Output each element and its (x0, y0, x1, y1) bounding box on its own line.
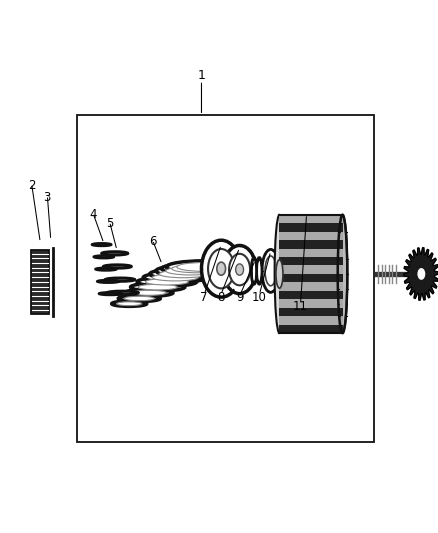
Ellipse shape (253, 261, 255, 280)
Ellipse shape (118, 295, 160, 302)
Bar (279, 316, 343, 325)
Ellipse shape (103, 265, 131, 268)
Text: 6: 6 (148, 236, 156, 248)
Bar (279, 240, 343, 248)
Text: 3: 3 (44, 191, 51, 204)
Text: 11: 11 (293, 300, 308, 313)
Ellipse shape (107, 291, 138, 295)
Ellipse shape (156, 265, 226, 277)
Ellipse shape (138, 284, 177, 290)
Ellipse shape (172, 264, 224, 273)
Ellipse shape (217, 262, 226, 275)
Bar (279, 232, 343, 240)
Bar (279, 265, 343, 274)
Ellipse shape (92, 243, 111, 246)
Ellipse shape (276, 260, 283, 288)
Ellipse shape (105, 278, 135, 281)
Bar (31, 250, 49, 313)
Ellipse shape (131, 283, 185, 291)
Bar (279, 274, 343, 282)
Bar (279, 223, 343, 232)
Ellipse shape (257, 258, 262, 284)
Text: 9: 9 (236, 290, 244, 304)
Polygon shape (404, 248, 438, 300)
Ellipse shape (137, 278, 197, 286)
Bar (279, 300, 343, 308)
Ellipse shape (124, 296, 155, 301)
Ellipse shape (251, 258, 257, 284)
Bar (279, 282, 343, 291)
Text: 4: 4 (89, 208, 97, 221)
Ellipse shape (262, 249, 279, 292)
Text: 7: 7 (200, 290, 208, 304)
Ellipse shape (94, 255, 114, 258)
Ellipse shape (117, 302, 142, 305)
Ellipse shape (152, 274, 198, 281)
Ellipse shape (150, 269, 217, 279)
Ellipse shape (143, 273, 207, 282)
Bar (279, 215, 343, 223)
Bar (77, 115, 374, 442)
Ellipse shape (112, 301, 147, 306)
Ellipse shape (338, 215, 347, 333)
Text: 8: 8 (217, 290, 224, 304)
Ellipse shape (131, 290, 166, 295)
Ellipse shape (125, 289, 173, 296)
Bar (279, 248, 343, 257)
Ellipse shape (229, 254, 250, 285)
Bar (279, 291, 343, 300)
Ellipse shape (162, 263, 234, 274)
Ellipse shape (417, 268, 425, 280)
Ellipse shape (258, 261, 260, 280)
Ellipse shape (99, 292, 122, 295)
Ellipse shape (159, 270, 208, 278)
Ellipse shape (177, 263, 230, 271)
Ellipse shape (97, 280, 119, 282)
Ellipse shape (208, 249, 234, 288)
Ellipse shape (265, 256, 276, 286)
Ellipse shape (166, 267, 216, 275)
Bar (279, 257, 343, 265)
Ellipse shape (102, 252, 128, 255)
Ellipse shape (201, 240, 241, 297)
Ellipse shape (236, 264, 244, 275)
Ellipse shape (275, 215, 284, 333)
Text: 5: 5 (106, 217, 113, 230)
Ellipse shape (145, 279, 188, 285)
Bar (279, 325, 343, 333)
Ellipse shape (166, 261, 241, 273)
Text: 10: 10 (252, 290, 267, 304)
Ellipse shape (223, 246, 256, 294)
Text: 1: 1 (198, 69, 205, 83)
Ellipse shape (95, 268, 117, 270)
Bar (279, 308, 343, 316)
Text: 2: 2 (28, 179, 35, 192)
